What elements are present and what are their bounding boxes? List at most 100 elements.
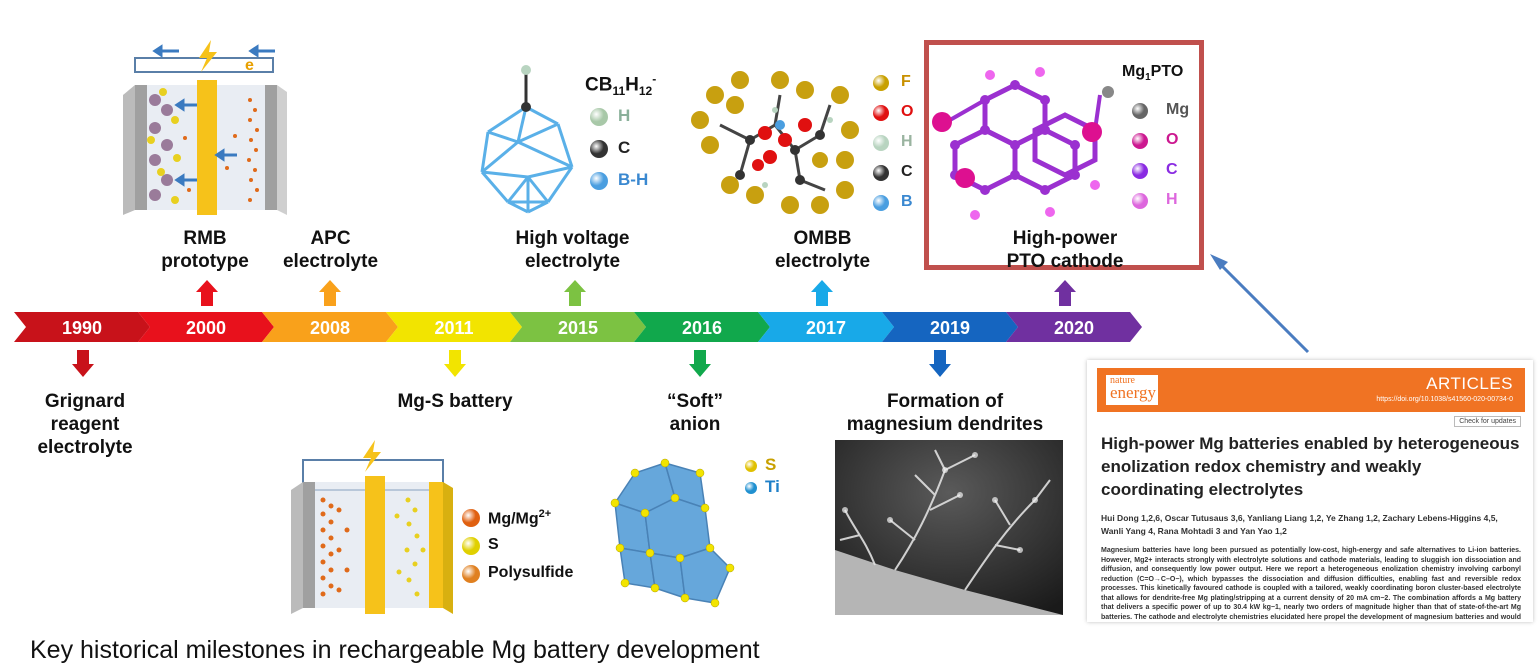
pto-legend-label: C bbox=[1166, 161, 1178, 179]
section-label: ARTICLES bbox=[1426, 374, 1513, 393]
label-line: OMBB bbox=[793, 228, 852, 249]
cb11-legend-label: B-H bbox=[618, 170, 649, 190]
arrow-2017 bbox=[811, 280, 833, 306]
check-for-updates-badge: Check for updates bbox=[1454, 416, 1521, 427]
paper-pointer-arrow bbox=[1216, 260, 1310, 354]
arrow-2019 bbox=[929, 350, 951, 377]
soft-legend-label: S bbox=[765, 455, 777, 475]
soft-legend-label: Ti bbox=[765, 477, 780, 497]
legend-title-part: Mg bbox=[1122, 63, 1146, 80]
label-rmb-prototype: RMB prototype bbox=[140, 227, 270, 273]
pto-highlight-box bbox=[924, 40, 1204, 270]
pto-legend-label: H bbox=[1166, 191, 1178, 209]
arrow-1990 bbox=[72, 350, 94, 377]
ombb-legend-label: C bbox=[901, 163, 913, 181]
timeline-segment-2011 bbox=[386, 312, 522, 342]
label-line: RMB bbox=[183, 228, 227, 249]
pto-molecule-illustration bbox=[932, 67, 1114, 220]
legend-title-part: PTO bbox=[1150, 63, 1184, 80]
label-line: High-power bbox=[1012, 228, 1118, 249]
label-line: electrolyte bbox=[37, 437, 133, 458]
figure-caption: Key historical milestones in rechargeabl… bbox=[30, 636, 760, 664]
label-high-voltage-electrolyte: High voltage electrolyte bbox=[495, 227, 650, 273]
label-line: electrolyte bbox=[774, 251, 871, 272]
label-line: High voltage bbox=[515, 228, 630, 249]
pto-legend-dot bbox=[1132, 103, 1148, 119]
soft-legend-dot bbox=[745, 482, 757, 494]
pto-legend-dot bbox=[1132, 193, 1148, 209]
cb11-legend-dot bbox=[590, 140, 608, 158]
timeline-segment-2015 bbox=[510, 312, 646, 342]
cb11-legend-title: CB11H12- bbox=[585, 72, 656, 98]
legend-title-sup: - bbox=[652, 72, 657, 86]
arrow-2016 bbox=[689, 350, 711, 377]
mg-dendrite-photo bbox=[835, 440, 1063, 615]
pto-legend-label: O bbox=[1166, 131, 1179, 149]
timeline-year-2017: 2017 bbox=[805, 318, 847, 338]
label-mg-s-battery: Mg-S battery bbox=[380, 390, 530, 413]
legend-title-sub: 1 bbox=[1145, 72, 1151, 84]
ombb-legend-dot bbox=[873, 165, 889, 181]
ombb-legend-label: O bbox=[901, 103, 914, 121]
arrow-2000 bbox=[196, 280, 218, 306]
label-line: reagent bbox=[50, 414, 120, 435]
label-line: electrolyte bbox=[524, 251, 621, 272]
cb11-legend-label: H bbox=[618, 106, 631, 126]
label-soft-anion: “Soft” anion bbox=[640, 390, 750, 436]
paper-title: High-power Mg batteries enabled by heter… bbox=[1101, 434, 1520, 499]
legend-title-part: H bbox=[625, 74, 639, 96]
ombb-legend-label: B bbox=[901, 193, 913, 211]
mgs-legend-dot bbox=[462, 509, 480, 527]
ombb-legend-label: H bbox=[901, 133, 913, 151]
arrow-2020 bbox=[1054, 280, 1076, 306]
pto-legend-label: Mg bbox=[1166, 101, 1190, 119]
label-grignard: Grignard reagent electrolyte bbox=[15, 390, 155, 459]
timeline-segment-2016 bbox=[634, 312, 770, 342]
timeline-year-2011: 2011 bbox=[434, 318, 474, 338]
journal-logo-line2: energy bbox=[1110, 383, 1156, 402]
rmb-prototype-illustration: e bbox=[123, 40, 287, 215]
nature-energy-paper-excerpt: nature energy ARTICLES https://doi.org/1… bbox=[1087, 360, 1533, 622]
label-line: PTO cathode bbox=[1006, 251, 1124, 272]
mgs-legend-dot bbox=[462, 565, 480, 583]
label-line: Grignard bbox=[44, 391, 126, 412]
mgs-legend-label: Polysulfide bbox=[488, 564, 574, 582]
label-line: Mg-S battery bbox=[397, 391, 513, 412]
ombb-legend-dot bbox=[873, 135, 889, 151]
paper-authors: Hui Dong 1,2,6, Oscar Tutusaus 3,6, Yanl… bbox=[1101, 513, 1498, 536]
mgs-legend-dot bbox=[462, 537, 480, 555]
pto-legend-dot bbox=[1132, 163, 1148, 179]
paper-doi: https://doi.org/10.1038/s41560-020-00734… bbox=[1376, 396, 1513, 403]
timeline-segment-2020 bbox=[1006, 312, 1142, 342]
timeline-year-2020: 2020 bbox=[1053, 318, 1095, 338]
pto-legend-dot bbox=[1132, 133, 1148, 149]
label-line: electrolyte bbox=[282, 251, 379, 272]
electron-label: e bbox=[245, 57, 254, 74]
paper-header: nature energy ARTICLES https://doi.org/1… bbox=[1097, 368, 1525, 412]
mgs-legend-sup: 2+ bbox=[538, 508, 552, 521]
paper-pointer-arrowhead bbox=[1210, 254, 1228, 270]
ombb-legend-dot bbox=[873, 105, 889, 121]
pto-legend-title: Mg1PTO bbox=[1122, 63, 1183, 83]
mg-s-battery-illustration bbox=[291, 440, 453, 614]
timeline-segment-1990 bbox=[14, 312, 150, 342]
arrow-2015 bbox=[564, 280, 586, 306]
label-line: magnesium dendrites bbox=[846, 414, 1044, 435]
journal-logo: nature energy bbox=[1105, 374, 1159, 406]
cb11-legend-label: C bbox=[618, 138, 631, 158]
timeline-year-1990: 1990 bbox=[61, 318, 103, 338]
label-pto-cathode: High-power PTO cathode bbox=[980, 227, 1150, 273]
cb11-legend-dot bbox=[590, 172, 608, 190]
label-apc-electrolyte: APC electrolyte bbox=[268, 227, 393, 273]
timeline-year-2000: 2000 bbox=[185, 318, 227, 338]
timeline-year-2019: 2019 bbox=[929, 318, 971, 338]
ombb-legend-dot bbox=[873, 195, 889, 211]
timeline-segment-2019 bbox=[882, 312, 1018, 342]
label-line: APC bbox=[310, 228, 351, 249]
label-line: Formation of bbox=[886, 391, 1004, 412]
soft-anion-crystal-illustration bbox=[610, 458, 735, 608]
timeline-year-2015: 2015 bbox=[557, 318, 599, 338]
mgs-legend-label: S bbox=[488, 536, 499, 554]
timeline-year-2008: 2008 bbox=[309, 318, 351, 338]
legend-title-sub: 11 bbox=[612, 84, 626, 99]
